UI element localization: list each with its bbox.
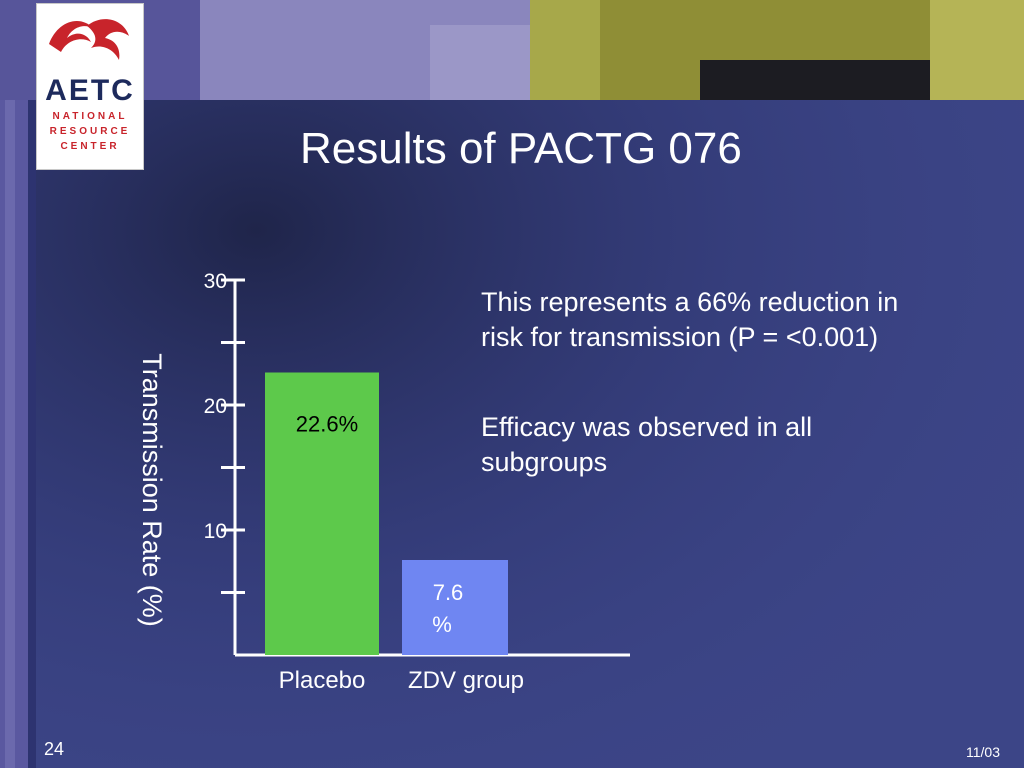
slide-date: 11/03 [966,744,1000,760]
annotation-risk-reduction: This represents a 66% reduction in risk … [481,287,899,352]
data-label-zdv-group: 7.6% [432,580,463,637]
logo-line-resource: RESOURCE [49,126,131,137]
bar-zdv-group [402,560,508,655]
y-axis-label: Transmission Rate (%) [137,353,167,627]
bar-placebo [265,372,379,655]
y-tick-label: 10 [204,520,227,543]
slide-title: Results of PACTG 076 [300,124,742,173]
y-tick-label: 20 [204,395,227,418]
aetc-logo: AETC NATIONAL RESOURCE CENTER [36,3,144,170]
logo-line-center: CENTER [60,141,120,152]
slide-number: 24 [44,739,65,759]
logo-line-national: NATIONAL [52,111,128,122]
data-label-placebo: 22.6% [296,412,358,437]
logo-swoosh-icon [49,19,129,60]
x-category-label: ZDV group [408,667,524,694]
logo-word: AETC [45,74,135,107]
x-category-label: Placebo [279,667,366,694]
y-tick-label: 30 [204,270,227,293]
annotation-efficacy: Efficacy was observed in all subgroups [481,412,813,477]
